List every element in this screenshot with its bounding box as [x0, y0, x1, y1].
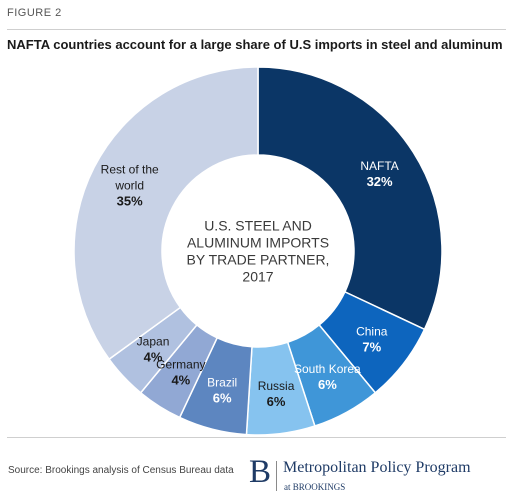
slice-value-south-korea: 6%: [318, 377, 337, 392]
slice-nafta: [257, 66, 443, 331]
slice-rest-of-the-world: [73, 66, 259, 361]
slice-value-brazil: 6%: [213, 390, 232, 405]
slice-value-china: 7%: [362, 339, 381, 354]
slice-label-rest-of-the-world-1: Rest of the: [101, 163, 159, 177]
slice-label-japan: Japan: [137, 335, 170, 349]
chart-title: NAFTA countries account for a large shar…: [7, 37, 503, 52]
slice-value-germany: 4%: [171, 373, 190, 388]
slice-label-germany: Germany: [156, 358, 205, 372]
center-label-line-1: U.S. STEEL AND: [204, 218, 312, 234]
program-subtitle: at BROOKINGS: [284, 482, 346, 492]
brookings-logo-mark: B: [249, 454, 272, 490]
slice-label-nafta: NAFTA: [360, 159, 398, 173]
top-divider: [7, 29, 506, 30]
center-label-line-2: ALUMINUM IMPORTS: [187, 235, 329, 251]
center-label-line-4: 2017: [242, 269, 273, 285]
program-name: Metropolitan Policy Program: [283, 459, 471, 476]
slice-label-brazil: Brazil: [207, 375, 237, 389]
slice-label-china: China: [356, 324, 388, 338]
slices-group: [73, 66, 443, 436]
slice-value-russia: 6%: [267, 394, 286, 409]
bottom-divider: [7, 437, 506, 438]
slice-value-rest-of-the-world: 35%: [117, 194, 143, 209]
figure-label: FIGURE 2: [7, 7, 62, 19]
slice-value-japan: 4%: [144, 350, 163, 365]
center-label-line-3: BY TRADE PARTNER,: [187, 252, 330, 268]
slice-label-south-korea: South Korea: [294, 362, 361, 376]
logo-divider: [276, 461, 277, 491]
slice-label-rest-of-the-world-2: world: [114, 179, 144, 193]
source-note: Source: Brookings analysis of Census Bur…: [8, 465, 234, 476]
slice-label-russia: Russia: [258, 379, 295, 393]
slice-value-nafta: 32%: [367, 174, 393, 189]
